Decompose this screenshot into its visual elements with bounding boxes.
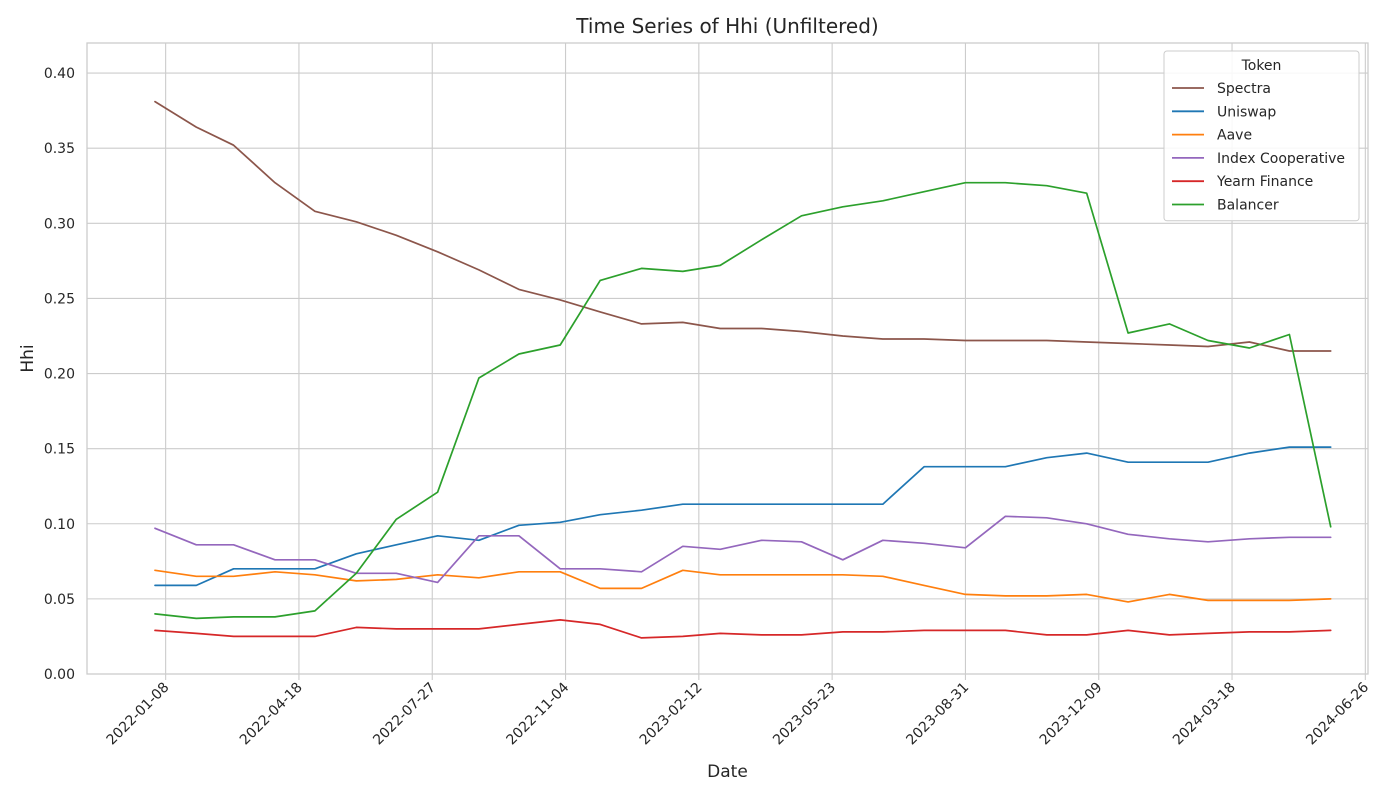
legend: Token Spectra Uniswap Aave Index Cooperativ…: [1163, 50, 1360, 222]
y-tick-label: 0.05: [44, 592, 75, 608]
legend-label-aave: Aave: [1217, 128, 1252, 144]
y-tick-label: 0.30: [44, 216, 75, 232]
series-line-index-cooperative: [154, 515, 1332, 584]
legend-label-yearn-finance: Yearn Finance: [1216, 174, 1313, 190]
legend-label-spectra: Spectra: [1217, 81, 1271, 97]
plot-frame: [86, 42, 1369, 675]
series-line-yearn-finance: [154, 619, 1332, 639]
legend-label-uniswap: Uniswap: [1217, 104, 1276, 120]
series-line-uniswap: [154, 446, 1332, 587]
chart-title: Time Series of Hhi (Unfiltered): [575, 14, 878, 38]
series-line-spectra: [154, 100, 1332, 352]
legend-label-index-cooperative: Index Cooperative: [1217, 151, 1345, 167]
y-tick-label: 0.10: [44, 517, 75, 533]
legend-box: [1163, 50, 1360, 222]
legend-label-balancer: Balancer: [1217, 198, 1279, 214]
y-axis-title: Hhi: [18, 344, 38, 372]
y-tick-label: 0.40: [44, 66, 75, 82]
legend-title: Token: [1241, 58, 1282, 74]
y-tick-label: 0.00: [44, 667, 75, 683]
series-line-balancer: [154, 181, 1332, 620]
y-tick-label: 0.25: [44, 291, 75, 307]
lines-layer: [154, 100, 1332, 639]
y-tick-label: 0.35: [44, 141, 75, 157]
x-axis-title: Date: [707, 762, 748, 782]
y-tick-label: 0.15: [44, 442, 75, 458]
y-tick-label: 0.20: [44, 367, 75, 383]
